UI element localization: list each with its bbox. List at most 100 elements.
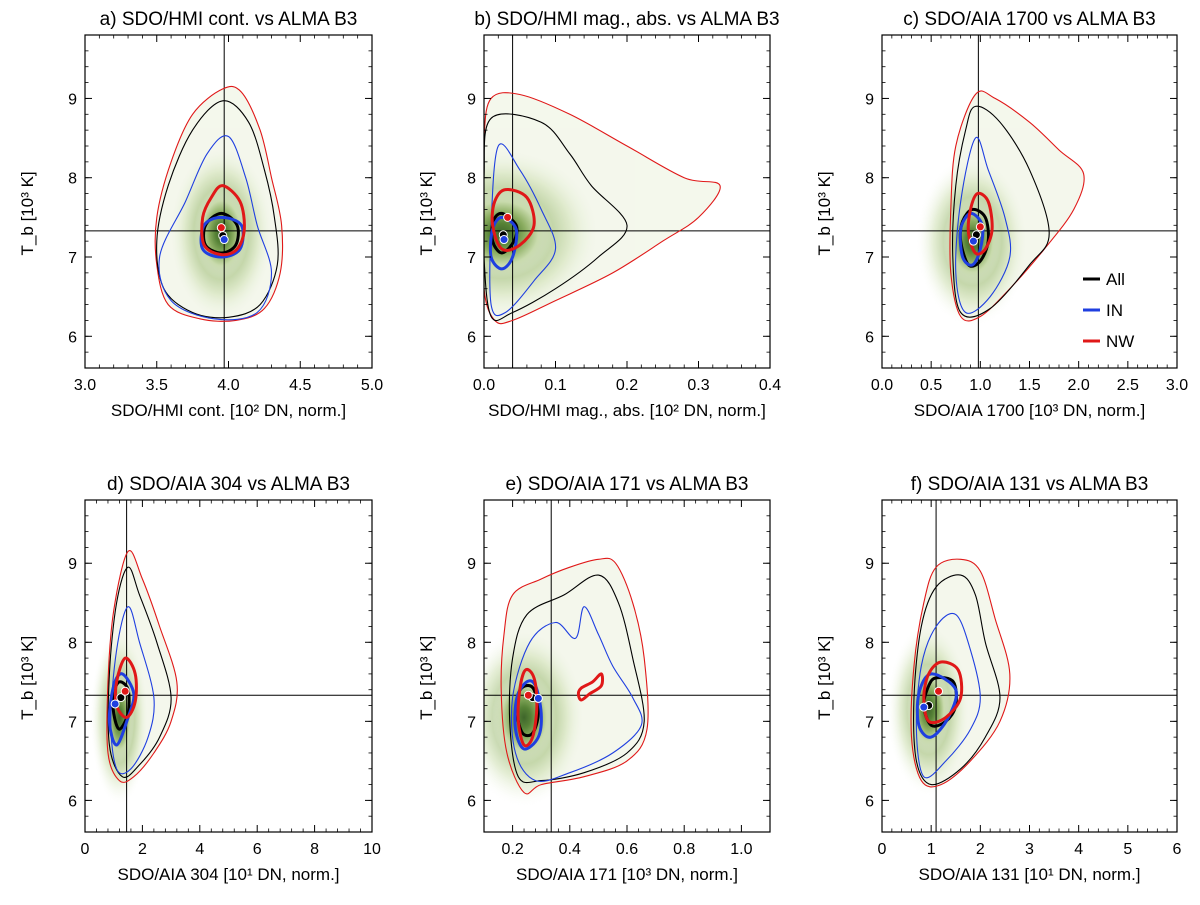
x-tick-label: 6 (1173, 841, 1182, 858)
y-tick-label: 9 (68, 91, 77, 108)
y-tick-label: 9 (68, 556, 77, 573)
x-tick-label: 0.4 (559, 841, 581, 858)
x-tick-label: 3 (1025, 841, 1034, 858)
y-axis-label: T_b [10³ K] (417, 171, 436, 255)
panel-title: b) SDO/HMI mag., abs. vs ALMA B3 (474, 9, 779, 30)
y-axis-ticks: 6 7 8 9 (467, 499, 770, 833)
median-marker-in (533, 693, 543, 703)
y-tick-label: 8 (68, 171, 77, 188)
x-tick-label: 5.0 (361, 377, 383, 394)
y-tick-label: 8 (865, 171, 874, 188)
density-map (916, 90, 1085, 326)
contour-in-thick (199, 215, 245, 259)
contour-in-thick (107, 672, 136, 747)
median-marker-all (116, 693, 126, 703)
x-tick-label: 1 (927, 841, 936, 858)
x-tick-label: 0.2 (616, 377, 638, 394)
median-marker-nw (216, 223, 226, 233)
x-tick-label: 3.0 (1166, 377, 1188, 394)
y-tick-label: 9 (865, 556, 874, 573)
plot-frame (84, 499, 373, 833)
panel-d: 0 2 4 6 8 10 6 7 8 9 d) SDO/AIA 304 vs ALMA B3 SDO/… (18, 474, 381, 884)
x-tick-label: 6 (253, 841, 262, 858)
plot-area-c (882, 35, 1177, 368)
panel-a: 3.0 3.5 4.0 4.5 5.0 6 7 8 9 a) SDO/HMI cont. vs A… (18, 9, 383, 420)
x-tick-label: 5 (1123, 841, 1132, 858)
y-axis-label: T_b [10³ K] (18, 171, 37, 255)
x-tick-label: 0.8 (673, 841, 695, 858)
x-axis-ticks: 0.2 0.4 0.6 0.8 1.0 (501, 500, 753, 858)
median-marker-in (219, 235, 229, 245)
contour-nw-thick (490, 187, 536, 252)
y-tick-label: 7 (68, 714, 77, 731)
x-tick-label: 1.0 (969, 377, 991, 394)
panel-e: 0.2 0.4 0.6 0.8 1.0 6 7 8 9 e) SDO/AIA 171 vs ALM… (417, 474, 771, 884)
contour-in-thin (955, 136, 1012, 314)
median-marker-nw (120, 686, 130, 696)
median-marker-nw (503, 212, 513, 222)
y-tick-label: 9 (467, 556, 476, 573)
y-tick-label: 6 (865, 329, 874, 346)
contour-nw-thick (922, 660, 964, 725)
y-tick-label: 6 (68, 329, 77, 346)
contour-nw-thick (516, 668, 539, 748)
x-tick-label: 1.5 (1018, 377, 1040, 394)
contour-all-thin (913, 574, 1001, 786)
y-tick-label: 7 (68, 250, 77, 267)
x-tick-label: 0 (81, 841, 90, 858)
y-axis-label: T_b [10³ K] (417, 636, 436, 720)
y-axis-label: T_b [10³ K] (18, 636, 37, 720)
y-axis-ticks: 6 7 8 9 (467, 34, 770, 369)
x-tick-label: 3.5 (146, 377, 168, 394)
y-tick-label: 8 (865, 635, 874, 652)
x-tick-label: 0.3 (687, 377, 709, 394)
x-axis-label: SDO/AIA 1700 [10³ DN, norm.] (914, 401, 1145, 420)
contour-in-thick (915, 672, 958, 739)
y-tick-label: 9 (467, 91, 476, 108)
density-map (484, 558, 649, 806)
x-axis-ticks: 0.0 0.5 1.0 1.5 2.0 2.5 3.0 (871, 35, 1188, 394)
panel-f: 0 1 2 3 4 5 6 6 7 8 9 f) SDO/AIA 131 vs ALMA B3 SDO/… (815, 474, 1182, 884)
x-axis-ticks: 0 1 2 3 4 5 6 (878, 500, 1182, 858)
contour-all-thick (922, 676, 958, 728)
y-tick-label: 7 (467, 250, 476, 267)
x-tick-label: 0.1 (544, 377, 566, 394)
panel-title: e) SDO/AIA 171 vs ALMA B3 (506, 474, 749, 495)
contour-nw-thin (106, 550, 178, 783)
y-tick-label: 9 (865, 91, 874, 108)
x-axis-label: SDO/AIA 304 [10¹ DN, norm.] (117, 865, 339, 884)
x-tick-label: 0.2 (501, 841, 523, 858)
contour-all-thin (508, 574, 645, 784)
plot-area-a (85, 35, 372, 368)
panel-b: 0.0 0.1 0.2 0.3 0.4 6 7 8 9 b) SDO/HMI mag., abs.… (417, 9, 781, 420)
x-tick-label: 0.4 (759, 377, 781, 394)
legend-nw-label: NW (1106, 332, 1134, 351)
density-map (887, 559, 1010, 796)
median-marker-nw (523, 690, 533, 700)
plot-area-e (484, 500, 770, 832)
plot-area-d (85, 500, 372, 832)
x-axis-ticks: 0.0 0.1 0.2 0.3 0.4 (473, 35, 781, 394)
y-tick-label: 6 (68, 793, 77, 810)
y-axis-ticks: 6 7 8 9 (865, 499, 1177, 833)
y-tick-label: 6 (467, 329, 476, 346)
y-tick-label: 7 (865, 714, 874, 731)
x-tick-label: 0.5 (920, 377, 942, 394)
contour-nw-thick (576, 672, 605, 702)
x-tick-label: 3.0 (74, 377, 96, 394)
density-map (484, 92, 721, 324)
panel-title: c) SDO/AIA 1700 vs ALMA B3 (903, 9, 1155, 30)
panel-title: a) SDO/HMI cont. vs ALMA B3 (100, 9, 358, 30)
panel-title: f) SDO/AIA 131 vs ALMA B3 (911, 474, 1149, 495)
legend-all-label: All (1106, 270, 1125, 289)
contour-all-thin (484, 113, 628, 322)
x-axis-label: SDO/HMI cont. [10² DN, norm.] (111, 401, 346, 420)
panel-title: d) SDO/AIA 304 vs ALMA B3 (107, 474, 350, 495)
x-axis-ticks: 3.0 3.5 4.0 4.5 5.0 (74, 35, 383, 394)
y-tick-label: 7 (865, 250, 874, 267)
plot-area-b (484, 35, 770, 368)
legend: All IN NW (1083, 270, 1134, 351)
x-axis-label: SDO/HMI mag., abs. [10² DN, norm.] (488, 401, 766, 420)
contour-nw-thick (113, 656, 138, 719)
